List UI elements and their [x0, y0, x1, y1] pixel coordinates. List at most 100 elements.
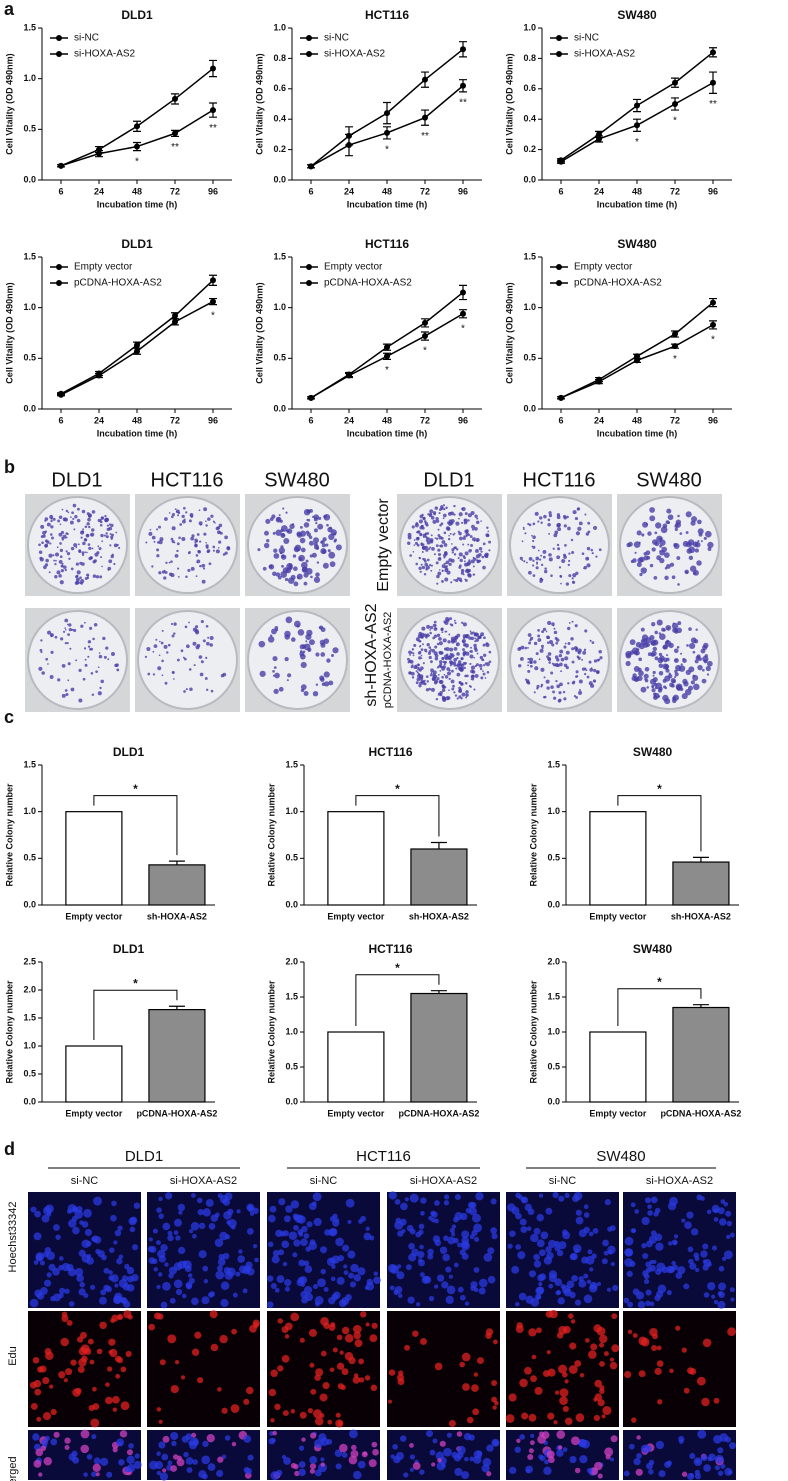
cell: [718, 1283, 726, 1291]
colony: [697, 665, 702, 670]
cell: [162, 1468, 166, 1472]
cell: [64, 1378, 68, 1382]
cell: [392, 1444, 398, 1450]
error-bar: [693, 857, 709, 862]
colony: [677, 583, 680, 586]
colony: [542, 550, 546, 554]
colony: [146, 647, 150, 651]
cell: [231, 1404, 240, 1413]
chart-title: SW480: [617, 237, 657, 251]
y-tick-label: 0.5: [23, 853, 36, 863]
cell: [209, 1223, 216, 1230]
colony: [194, 544, 197, 547]
colony: [279, 687, 284, 692]
y-tick-label: 0.4: [273, 114, 286, 124]
cell: [390, 1285, 395, 1290]
cell: [527, 1454, 533, 1460]
colony: [475, 665, 477, 667]
y-tick-label: 0.6: [523, 83, 536, 93]
cell: [309, 1456, 317, 1464]
colony: [458, 667, 462, 671]
cell: [506, 1414, 515, 1423]
colony: [680, 532, 683, 535]
colony: [599, 656, 602, 659]
data-point: [422, 115, 428, 121]
cell: [453, 1238, 459, 1244]
colony: [429, 509, 433, 513]
cell: [490, 1227, 497, 1234]
colony: [314, 517, 318, 521]
colony: [413, 654, 415, 656]
cell: [441, 1281, 448, 1288]
cell: [282, 1455, 286, 1459]
y-axis-label: Cell Vitality (OD 490nm): [254, 282, 264, 383]
y-tick-label: 1.5: [523, 251, 536, 261]
colony-photo: [617, 494, 722, 596]
cell: [651, 1230, 657, 1236]
x-tick-label: 6: [308, 186, 313, 196]
cell: [70, 1359, 76, 1365]
cell: [353, 1471, 361, 1479]
colony: [78, 543, 80, 545]
cell: [219, 1232, 228, 1241]
colony: [480, 632, 484, 636]
colony: [40, 639, 42, 641]
image-background: [147, 1311, 260, 1427]
cell: [332, 1255, 340, 1263]
colony-photo: [25, 494, 130, 596]
cell: [344, 1270, 349, 1275]
colony: [450, 623, 452, 625]
cell: [623, 1298, 629, 1304]
colony: [540, 522, 542, 524]
cell: [300, 1238, 308, 1246]
cell: [700, 1250, 707, 1257]
colony: [672, 680, 676, 684]
cell: [454, 1454, 461, 1461]
cell: [153, 1229, 158, 1234]
colony: [488, 541, 491, 544]
data-point: [558, 159, 564, 165]
x-tick-label: 72: [420, 186, 430, 196]
cell: [518, 1195, 523, 1200]
cell: [135, 1453, 140, 1458]
colony: [693, 675, 696, 678]
colony: [270, 517, 274, 521]
colony: [440, 507, 443, 510]
colony: [206, 625, 209, 628]
colony: [206, 642, 210, 646]
cell: [533, 1254, 540, 1261]
cell: [365, 1286, 369, 1290]
colony: [424, 563, 428, 567]
cell: [517, 1251, 525, 1259]
bar: [149, 865, 205, 905]
colony: [75, 659, 77, 661]
colony: [439, 524, 442, 527]
cell: [408, 1253, 416, 1261]
condition-label: si-HOXA-AS2: [410, 1175, 477, 1187]
colony: [557, 547, 560, 550]
colony: [69, 628, 72, 631]
legend-marker: [556, 264, 562, 270]
legend-label: pCDNA-HOXA-AS2: [324, 278, 412, 289]
colony: [668, 514, 674, 520]
colony: [443, 514, 447, 518]
colony: [60, 555, 63, 558]
colony: [661, 628, 665, 632]
colony: [487, 553, 489, 555]
cell: [83, 1472, 88, 1477]
colony: [446, 631, 448, 633]
data-point: [210, 66, 216, 72]
colony: [540, 555, 542, 557]
cell: [298, 1469, 306, 1477]
cell: [161, 1302, 168, 1309]
cell: [537, 1239, 545, 1247]
significance: *: [657, 975, 662, 989]
colony: [529, 557, 533, 561]
colony: [704, 537, 707, 540]
colony: [74, 515, 77, 518]
significance: *: [211, 310, 215, 321]
colony: [315, 572, 320, 577]
data-point: [96, 371, 102, 377]
colony: [321, 540, 325, 544]
cell: [420, 1197, 426, 1203]
